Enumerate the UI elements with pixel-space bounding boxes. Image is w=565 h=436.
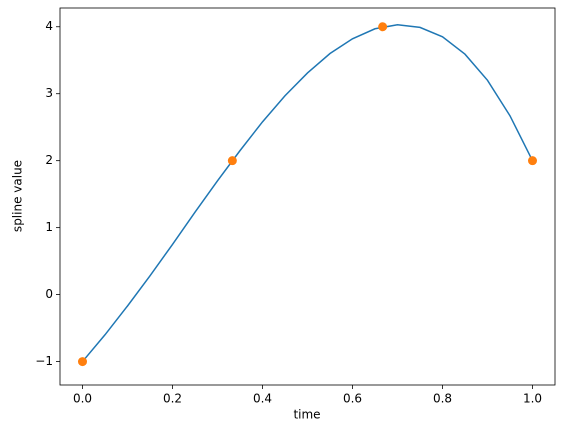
y-tick-label: 0: [45, 287, 53, 301]
data-point: [378, 22, 388, 32]
x-tick-label: 1.0: [523, 392, 542, 406]
data-point: [528, 156, 537, 166]
y-axis-label: spline value: [11, 160, 25, 232]
y-tick-label: 1: [45, 220, 53, 234]
y-tick-label: 4: [45, 19, 53, 33]
y-tick-label: −1: [35, 354, 53, 368]
data-point: [227, 156, 237, 166]
y-tick-label: 3: [45, 86, 53, 100]
x-tick-label: 0.0: [73, 392, 92, 406]
spline-line: [81, 23, 534, 363]
plot-frame: [59, 7, 556, 386]
y-tick-label: 2: [45, 153, 53, 167]
x-tick-label: 0.6: [343, 392, 362, 406]
x-axis-label: time: [293, 408, 320, 422]
data-point: [78, 357, 87, 367]
x-tick-label: 0.2: [163, 392, 182, 406]
x-tick-label: 0.4: [253, 392, 272, 406]
x-tick-label: 0.8: [433, 392, 452, 406]
